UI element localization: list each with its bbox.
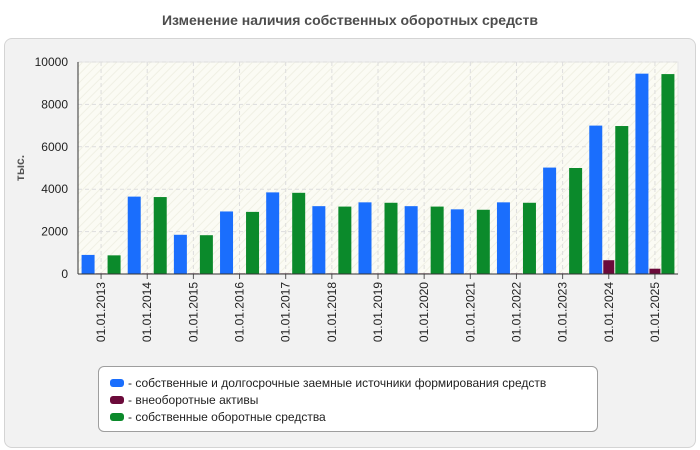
bar-series-0 [266,192,280,274]
grid-lines [78,61,678,274]
bar-series-0 [543,167,557,274]
bar-series-2 [246,211,260,274]
x-tick-label: 01.01.2022 [509,282,523,342]
bars [81,73,675,275]
y-tick-label: 0 [61,267,68,281]
legend-swatch-working-capital [110,412,124,421]
legend-item: - собственные оборотные средства [110,408,597,425]
bar-series-2 [153,197,167,274]
y-tick-label: 8000 [41,97,68,111]
y-axis-label: тыс. [13,155,27,181]
legend-item: - собственные и долгосрочные заемные ист… [110,374,597,391]
x-tick-label: 01.01.2015 [186,282,200,342]
x-tick-label: 01.01.2017 [279,282,293,342]
x-tick-label: 01.01.2019 [371,282,385,342]
legend-swatch-sources [110,378,124,387]
x-tick-label: 01.01.2023 [556,282,570,342]
bar-series-2 [661,74,675,274]
bar-series-0 [404,206,418,274]
legend-swatch-noncurrent-assets [110,395,124,404]
x-tick-label: 01.01.2014 [140,282,154,342]
bar-series-1 [649,268,661,274]
legend-label: - внеоборотные активы [128,392,259,407]
bar-series-2 [615,126,629,274]
bar-series-2 [430,206,444,274]
x-tick-label: 01.01.2016 [233,282,247,342]
x-tick-label: 01.01.2020 [417,282,431,342]
bar-series-0 [220,211,234,274]
bar-series-0 [496,202,510,274]
x-tick-label: 01.01.2018 [325,282,339,342]
y-tick-label: 2000 [41,225,68,239]
y-tick-label: 6000 [41,140,68,154]
x-tick-label: 01.01.2024 [602,282,616,342]
bar-series-0 [358,202,372,274]
bar-series-2 [199,235,213,274]
y-tick-label: 4000 [41,182,68,196]
bar-series-2 [384,202,398,274]
legend-label: - собственные и долгосрочные заемные ист… [128,375,547,390]
bar-series-0 [81,254,95,274]
bar-series-2 [476,209,490,274]
bar-series-0 [312,206,326,274]
bar-series-0 [589,125,603,274]
axes: 0 2000 4000 6000 8000 10000 01.01.2013 01.01.20… [35,55,678,342]
x-tick-label: 01.01.2025 [648,282,662,342]
x-tick-label: 01.01.2013 [94,282,108,342]
chart-title: Изменение наличия собственных оборотных … [161,12,539,28]
bar-series-2 [292,192,306,274]
bar-series-0 [127,196,141,274]
bar-series-2 [522,202,536,274]
bar-series-2 [569,168,583,274]
bar-series-0 [635,73,649,274]
legend: - собственные и долгосрочные заемные ист… [98,366,598,432]
bar-series-2 [338,206,352,274]
bar-series-0 [173,234,187,274]
legend-item: - внеоборотные активы [110,391,597,408]
bar-series-0 [450,209,464,274]
legend-label: - собственные оборотные средства [128,409,326,424]
bar-series-2 [107,255,121,274]
y-tick-label: 10000 [35,55,69,69]
x-tick-label: 01.01.2021 [463,282,477,342]
bar-series-1 [603,260,615,274]
